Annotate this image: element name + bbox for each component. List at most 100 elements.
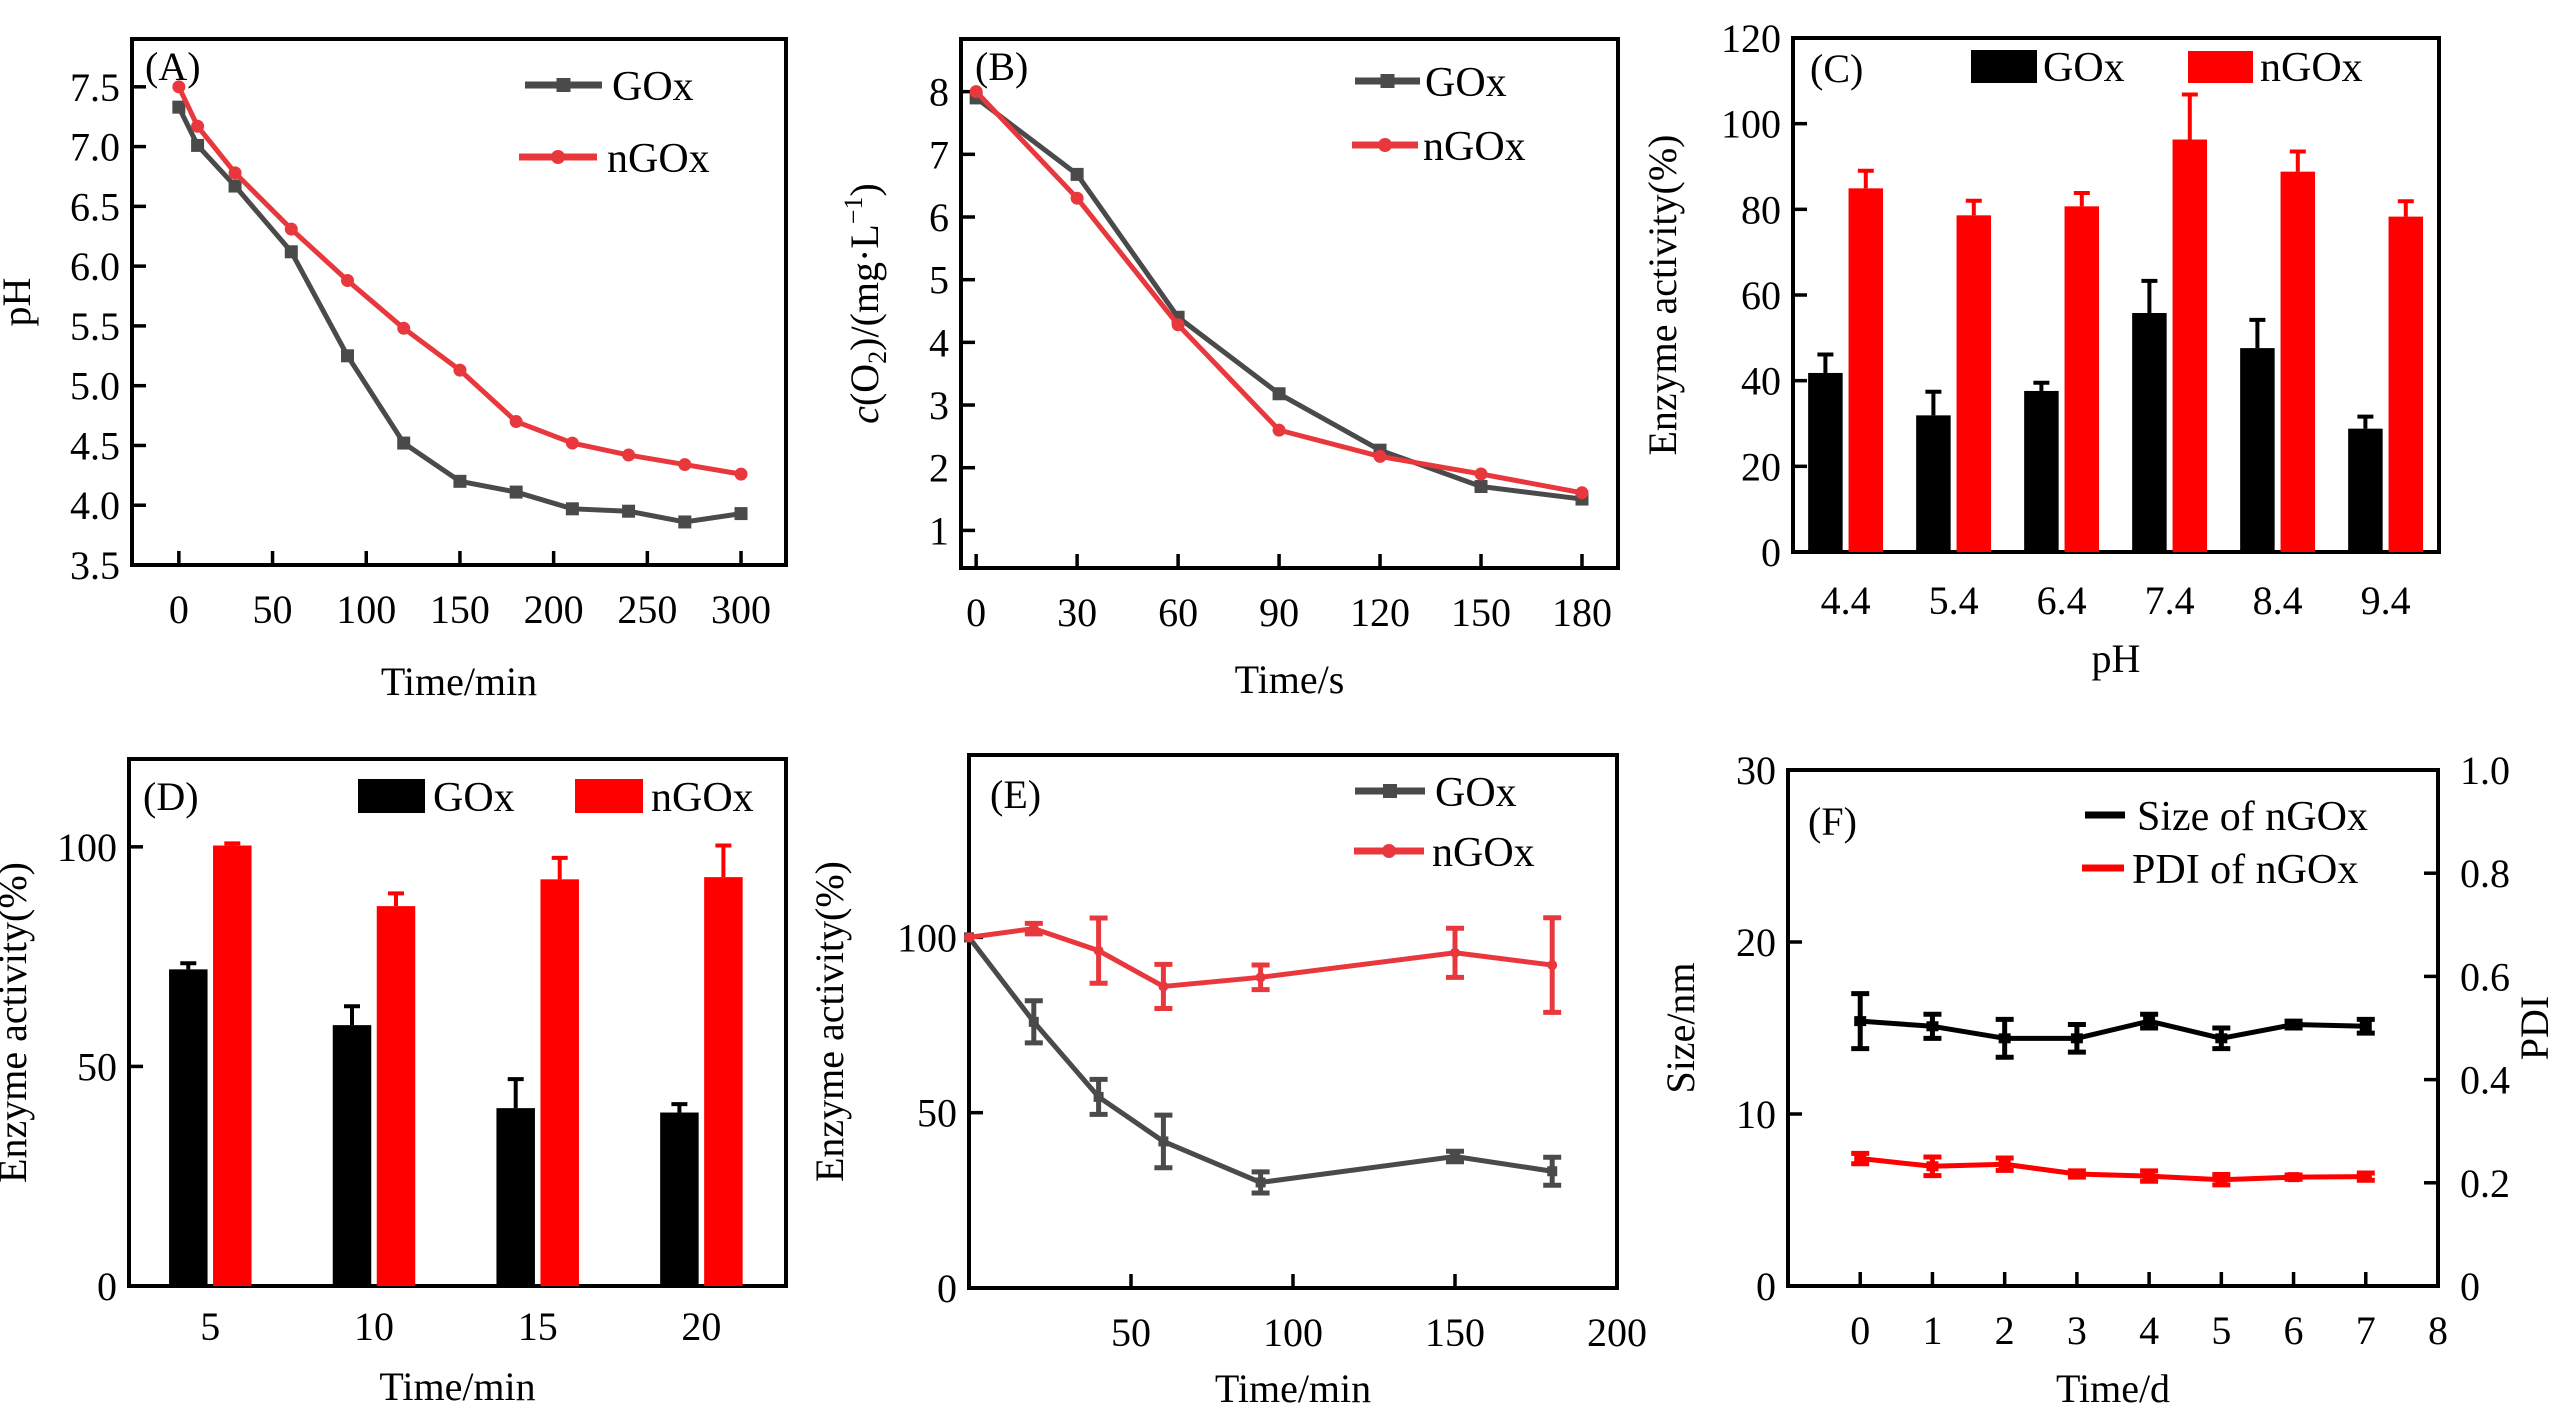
y-axis-title: Enzyme activity(%)	[1640, 135, 1685, 456]
y-tick-label: 1	[929, 508, 949, 553]
y-tick-label: 4	[929, 320, 949, 365]
legend-label: nGOx	[651, 775, 754, 821]
x-tick-label: 8.4	[2253, 578, 2303, 623]
data-point-square	[1926, 1161, 1939, 1172]
x-tick-label: 90	[1259, 590, 1299, 635]
panel-c: 0 20 40 60 80 100 120 pH Enzyme activity(%) 4.4 5.…	[1640, 16, 2441, 681]
data-point-square	[2359, 1021, 2372, 1032]
x-tick-label: 5	[200, 1304, 220, 1349]
data-point-square	[678, 515, 692, 529]
y-axis-title: Enzyme activity(%)	[807, 861, 852, 1182]
y-tick-label: 4.5	[70, 423, 120, 468]
y-tick-label: 60	[1741, 273, 1781, 318]
bar-gox	[660, 1112, 699, 1286]
data-point-circle	[228, 166, 242, 180]
data-point-circle	[172, 80, 186, 94]
x-tick-label: 4.4	[1821, 578, 1871, 623]
bar-ngox	[2172, 139, 2208, 552]
y-axis-title-sub: 2	[863, 351, 892, 364]
legend-label: PDI of nGOx	[2132, 847, 2358, 893]
data-point-circle	[397, 321, 411, 335]
bar-gox	[2132, 312, 2167, 552]
data-point-circle	[341, 273, 355, 287]
bar-ngox	[540, 879, 579, 1286]
legend-label: GOx	[612, 64, 694, 110]
legend-label: nGOx	[607, 136, 710, 182]
legend-label: Size of nGOx	[2137, 794, 2368, 840]
x-tick-label: 150	[1451, 590, 1511, 635]
data-point-circle	[1474, 467, 1488, 481]
plot-frame	[959, 37, 1620, 570]
panel-f: 0 10 20 30 0 0.2 0.4 0.6 0.8 1.0 0 1 2 3 4 5 6 7 8 Time/d Si…	[1658, 748, 2557, 1411]
data-point-square	[1998, 1159, 2011, 1170]
y-tick-label: 30	[1736, 748, 1776, 793]
bar-gox	[169, 969, 208, 1286]
y-tick-label: 2	[929, 446, 949, 491]
y-right-tick-label: 0.6	[2460, 954, 2510, 999]
x-axis-title: Time/min	[1215, 1366, 1371, 1411]
legend-label: GOx	[2043, 45, 2125, 91]
x-tick-label: 8	[2428, 1308, 2448, 1353]
x-tick-label: 150	[430, 587, 490, 632]
legend-swatch	[358, 779, 425, 813]
data-point-square	[284, 245, 298, 259]
y-axis-title: pH	[0, 278, 39, 327]
x-tick-label: 150	[1425, 1310, 1485, 1355]
panel-e: 0 50 100 50 100 150 200 Time/min Enzyme activity…	[807, 753, 1647, 1411]
panel-label: (E)	[990, 772, 1041, 817]
x-tick-label: 200	[1587, 1310, 1647, 1355]
y-tick-label: 7	[929, 132, 949, 177]
legend-label: nGOx	[1423, 124, 1526, 170]
data-point-circle	[969, 85, 983, 99]
legend-label: GOx	[1435, 770, 1517, 816]
y-tick-label: 0	[937, 1266, 957, 1311]
data-point-square	[1255, 1177, 1266, 1188]
data-point-circle	[453, 363, 467, 377]
x-tick-label: 7.4	[2145, 578, 2195, 623]
data-point-square	[1926, 1021, 1939, 1032]
y-right-tick-label: 0.8	[2460, 851, 2510, 896]
bar-ngox	[213, 845, 252, 1286]
y-tick-label: 100	[897, 915, 957, 960]
x-tick-label: 100	[1263, 1310, 1323, 1355]
y-axis-title-sup: −1	[839, 197, 868, 225]
x-tick-label: 9.4	[2361, 578, 2411, 623]
y-tick-label: 4.0	[70, 483, 120, 528]
data-point-square	[1547, 1166, 1558, 1177]
x-axis-title: pH	[2092, 636, 2141, 681]
data-point-circle	[1255, 972, 1266, 983]
data-point-circle	[1547, 960, 1558, 971]
x-tick-label: 0	[1850, 1308, 1870, 1353]
x-axis-title: Time/min	[379, 1364, 535, 1409]
y-tick-label: 6	[929, 195, 949, 240]
data-point-circle	[565, 436, 579, 450]
data-point-square	[2359, 1171, 2372, 1182]
x-tick-label: 200	[524, 587, 584, 632]
data-point-circle	[622, 448, 636, 462]
y-tick-label: 50	[77, 1044, 117, 1089]
y-tick-label: 7.0	[70, 125, 120, 170]
y-right-tick-label: 0.4	[2460, 1058, 2510, 1103]
data-point-circle	[1450, 947, 1460, 958]
bar-gox	[2348, 428, 2383, 552]
y-axis-title-end: )	[842, 183, 887, 196]
x-tick-label: 15	[518, 1304, 558, 1349]
bar-gox	[1916, 415, 1951, 552]
y-tick-label: 20	[1736, 920, 1776, 965]
legend-label: GOx	[433, 775, 515, 821]
series-size-line	[1860, 1018, 2366, 1041]
data-point-circle	[1382, 844, 1396, 858]
y-tick-label: 5.0	[70, 364, 120, 409]
legend-label: GOx	[1425, 60, 1507, 106]
legend-label: nGOx	[1432, 830, 1535, 876]
data-point-square	[509, 485, 523, 499]
y-tick-label: 6.5	[70, 184, 120, 229]
bar-ngox	[1956, 215, 1992, 552]
data-point-square	[1093, 1091, 1104, 1102]
x-tick-label: 60	[1158, 590, 1198, 635]
data-point-square	[397, 436, 411, 450]
bar-ngox	[376, 906, 416, 1286]
panel-label: (B)	[975, 44, 1028, 89]
data-point-square	[191, 138, 205, 152]
